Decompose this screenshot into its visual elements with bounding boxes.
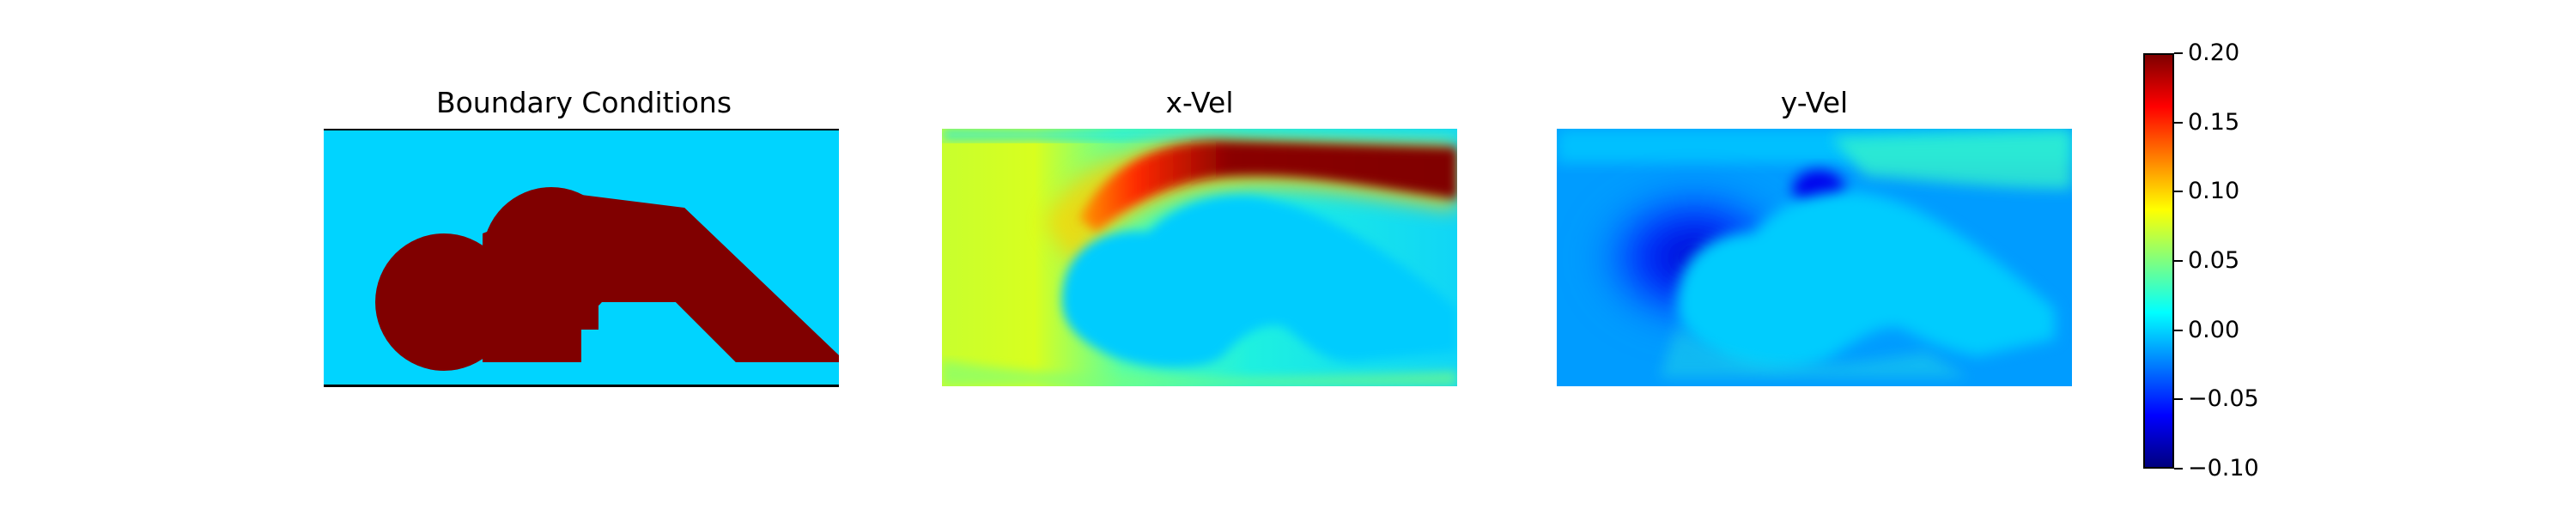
x-velocity-svg (942, 129, 1457, 386)
colorbar-tick (2174, 468, 2183, 470)
colorbar-tick-label: −0.05 (2188, 385, 2259, 413)
obstacle-circle-left (375, 233, 513, 371)
yvel-obstacle-wake (1677, 191, 2055, 367)
colorbar (2143, 53, 2174, 469)
colorbar-tick (2174, 260, 2183, 262)
colorbar-tick-label: −0.10 (2188, 455, 2259, 482)
obstacle-shape (375, 187, 839, 371)
xvel-top-edge (942, 129, 1457, 141)
colorbar-tick-label: 0.15 (2188, 108, 2240, 136)
yvel-lower-light (1660, 326, 1969, 378)
colorbar-tick-label: 0.10 (2188, 178, 2240, 205)
xvel-jet-core (1079, 140, 1457, 232)
xvel-obstacle (1062, 196, 1457, 368)
boundary-conditions-svg (324, 130, 839, 386)
xvel-lower-edge (942, 360, 1457, 386)
colorbar-tick (2174, 398, 2183, 401)
panel-title-xvel: x-Vel (1165, 86, 1234, 119)
colorbar-tick (2174, 191, 2183, 193)
panel-title-yvel: y-Vel (1780, 86, 1849, 119)
colorbar-tick-label: 0.00 (2188, 316, 2240, 343)
top-border-line (324, 129, 839, 131)
yvel-upper-green (1832, 129, 2072, 189)
colorbar-tick-label: 0.05 (2188, 247, 2240, 274)
obstacle-ramp (650, 208, 839, 362)
fluid-gap (581, 330, 598, 362)
colorbar-tick (2174, 52, 2183, 54)
colorbar-tick (2174, 329, 2183, 331)
panel-title-boundary: Boundary Conditions (435, 86, 732, 119)
y-velocity-svg (1557, 129, 2072, 386)
y-velocity-plot (1557, 129, 2072, 386)
x-velocity-plot (942, 129, 1457, 386)
yvel-obstacle (1677, 191, 2055, 367)
bottom-border-line (324, 385, 839, 387)
boundary-conditions-plot (324, 130, 839, 386)
colorbar-tick-label: 0.20 (2188, 39, 2240, 66)
colorbar-tick (2174, 121, 2183, 124)
xvel-obstacle-wake (1062, 196, 1457, 368)
